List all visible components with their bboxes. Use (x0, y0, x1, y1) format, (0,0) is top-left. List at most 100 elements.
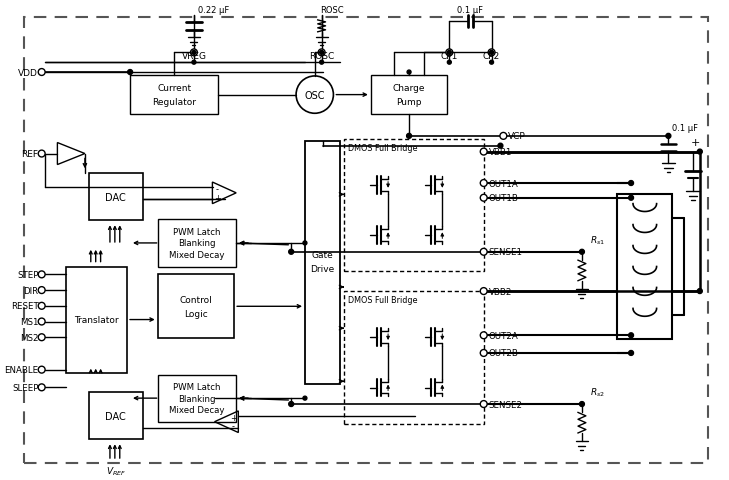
Circle shape (480, 249, 487, 256)
Bar (66, 267, 127, 373)
Circle shape (38, 70, 45, 76)
Text: Current: Current (157, 84, 191, 93)
Text: Blanking: Blanking (178, 394, 216, 403)
Circle shape (448, 51, 451, 55)
Text: ROSC: ROSC (320, 6, 343, 14)
Text: +: + (214, 193, 221, 202)
Text: PWM Latch: PWM Latch (173, 382, 221, 391)
Text: SLEEP: SLEEP (12, 383, 39, 392)
Text: Charge: Charge (393, 84, 425, 93)
Text: STEP: STEP (17, 270, 39, 279)
Circle shape (38, 318, 45, 325)
Circle shape (38, 151, 45, 157)
Circle shape (38, 334, 45, 341)
Circle shape (698, 150, 702, 155)
Text: VBB2: VBB2 (488, 287, 512, 296)
Text: 0.1 µF: 0.1 µF (457, 6, 483, 14)
Text: Translator: Translator (74, 315, 119, 324)
Text: 0.1 µF: 0.1 µF (672, 123, 698, 132)
Bar (344, 291, 484, 424)
Circle shape (480, 332, 487, 339)
Text: Mixed Decay: Mixed Decay (169, 406, 225, 415)
Text: DAC: DAC (106, 411, 126, 421)
Circle shape (448, 61, 451, 65)
Circle shape (498, 144, 503, 149)
Circle shape (488, 50, 495, 57)
Circle shape (480, 149, 487, 156)
Circle shape (407, 71, 411, 75)
Text: $V_{REF}$: $V_{REF}$ (106, 465, 126, 477)
Circle shape (490, 51, 494, 55)
Bar (89, 174, 143, 221)
Text: DIR: DIR (23, 286, 39, 295)
Circle shape (628, 181, 634, 186)
Text: REF: REF (20, 150, 38, 159)
Circle shape (38, 366, 45, 373)
Bar (89, 393, 143, 440)
Bar (157, 375, 236, 422)
Text: OUT2B: OUT2B (488, 349, 518, 358)
Text: PWM Latch: PWM Latch (173, 227, 221, 236)
Text: -: - (216, 185, 219, 193)
Circle shape (38, 287, 45, 294)
Circle shape (480, 350, 487, 357)
Text: DAC: DAC (106, 192, 126, 203)
Circle shape (480, 195, 487, 202)
Text: OUT2A: OUT2A (488, 331, 518, 340)
Bar (157, 220, 236, 267)
Bar (371, 76, 448, 115)
Text: MS2: MS2 (20, 333, 39, 342)
Text: Pump: Pump (397, 98, 422, 107)
Circle shape (38, 271, 45, 278)
Text: -: - (232, 421, 235, 431)
Text: SENSE1: SENSE1 (488, 248, 523, 257)
Circle shape (407, 134, 411, 139)
Circle shape (320, 61, 324, 65)
Circle shape (500, 133, 507, 140)
Circle shape (38, 303, 45, 310)
Bar (157, 275, 234, 338)
Text: VREG: VREG (182, 52, 206, 60)
Text: CP2: CP2 (483, 52, 500, 60)
Text: MS1: MS1 (20, 317, 39, 326)
Bar (130, 76, 219, 115)
Text: Blanking: Blanking (178, 239, 216, 248)
Circle shape (698, 289, 702, 294)
Circle shape (192, 61, 196, 65)
Circle shape (192, 51, 196, 55)
Circle shape (480, 180, 487, 187)
Circle shape (628, 196, 634, 201)
Bar (617, 194, 672, 339)
Text: +: + (230, 413, 237, 422)
Circle shape (320, 51, 324, 55)
Bar (305, 142, 340, 384)
Text: SENSE2: SENSE2 (488, 400, 523, 408)
Text: VCP: VCP (508, 132, 526, 141)
Circle shape (446, 50, 453, 57)
Text: RESET: RESET (11, 301, 39, 311)
Text: Regulator: Regulator (152, 98, 196, 107)
Text: ENABLE: ENABLE (4, 365, 39, 374)
Text: $R_{s2}$: $R_{s2}$ (590, 386, 605, 399)
Text: OSC: OSC (305, 90, 325, 100)
Circle shape (128, 71, 133, 75)
Text: ROSC: ROSC (309, 52, 335, 60)
Text: OUT1A: OUT1A (488, 179, 518, 188)
Text: Gate: Gate (312, 251, 333, 260)
Circle shape (38, 384, 45, 391)
Circle shape (303, 241, 307, 245)
Circle shape (580, 250, 585, 255)
Text: VBB1: VBB1 (488, 148, 512, 157)
Circle shape (628, 333, 634, 338)
Circle shape (190, 50, 198, 57)
Circle shape (666, 134, 671, 139)
Text: Mixed Decay: Mixed Decay (169, 251, 225, 260)
Circle shape (289, 250, 294, 255)
Text: DMOS Full Bridge: DMOS Full Bridge (348, 296, 418, 305)
Text: +: + (691, 137, 701, 147)
Bar (344, 140, 484, 272)
Text: CP1: CP1 (440, 52, 458, 60)
Circle shape (580, 402, 585, 407)
Circle shape (289, 402, 294, 407)
Circle shape (490, 61, 494, 65)
